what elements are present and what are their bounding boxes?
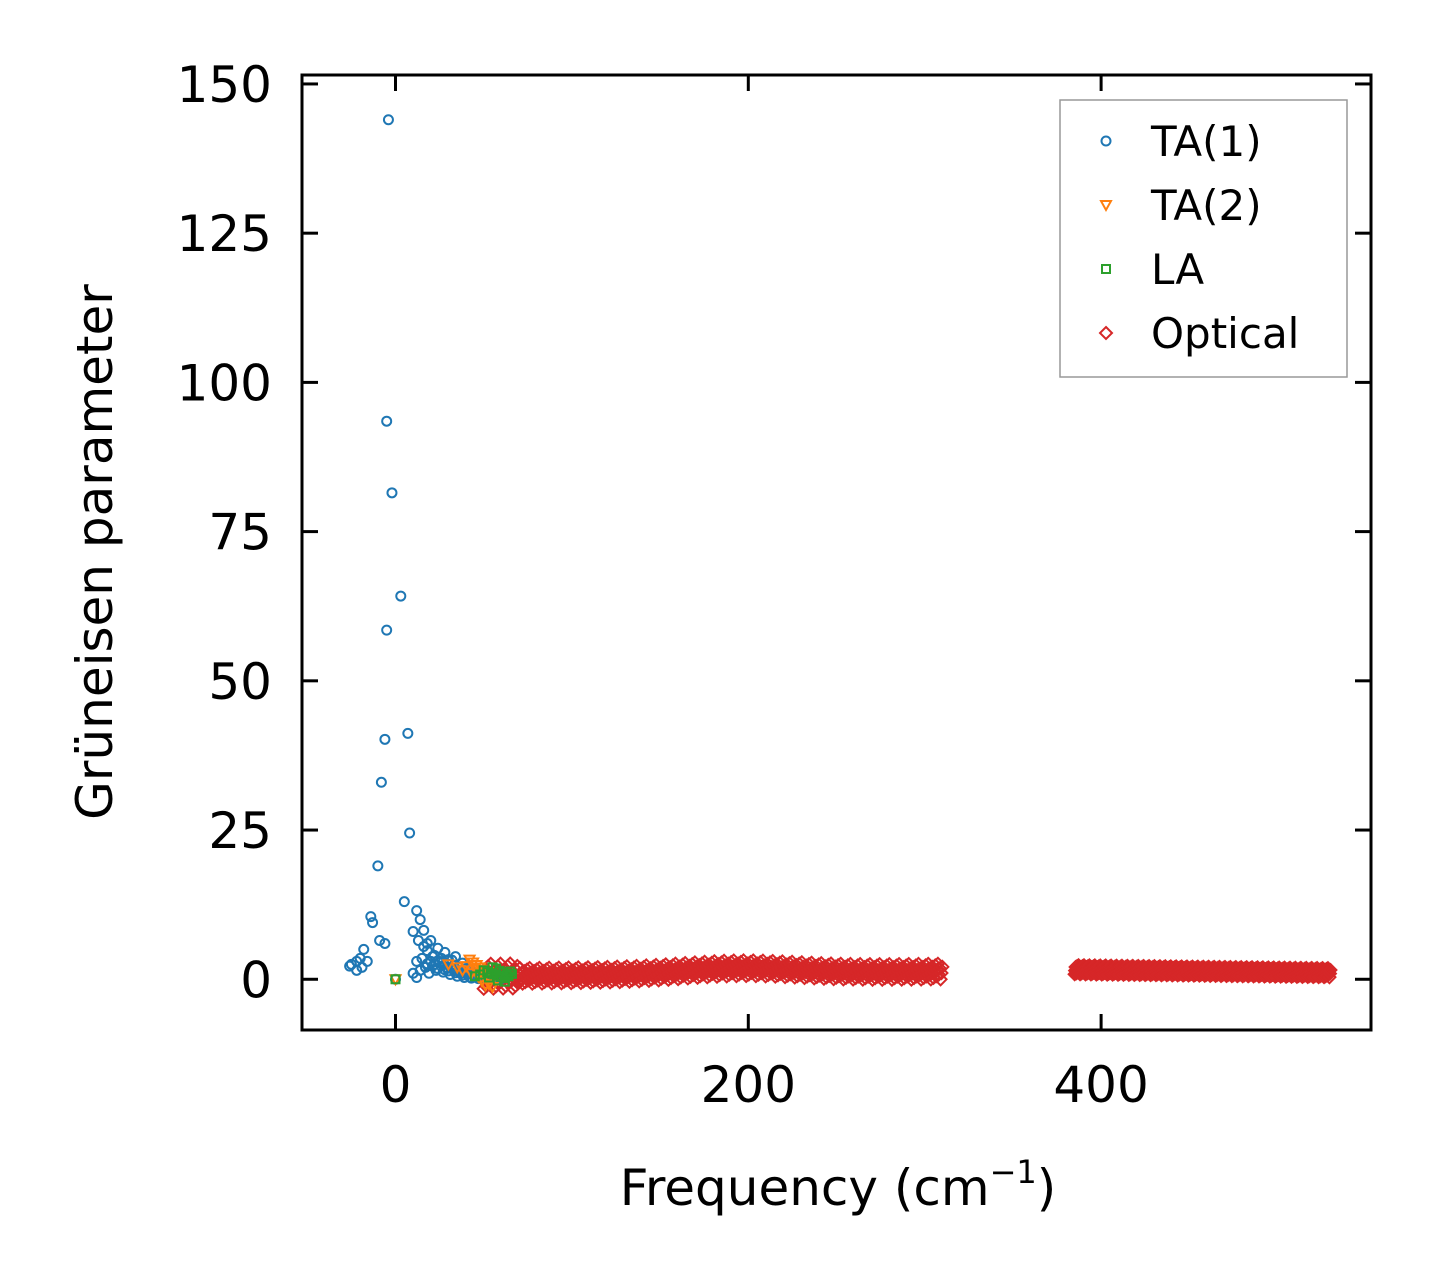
optical-band	[1067, 957, 1338, 985]
legend-entry: TA(2)	[1099, 181, 1262, 230]
data-point	[367, 917, 379, 929]
data-point	[379, 733, 391, 745]
data-point	[344, 960, 356, 972]
legend-label: Optical	[1151, 309, 1299, 358]
data-point	[395, 590, 407, 602]
y-tick-label: 75	[208, 504, 272, 562]
data-point	[469, 971, 480, 982]
y-tick-label: 0	[240, 951, 272, 1009]
legend-marker	[1099, 200, 1113, 213]
data-point	[418, 924, 430, 936]
legend-marker	[1100, 135, 1112, 147]
legend-marker	[1098, 325, 1114, 341]
axis-ticks	[302, 75, 1371, 1030]
data-points-layer	[344, 114, 1338, 997]
data-point	[390, 974, 401, 985]
data-point	[421, 958, 433, 970]
data-point	[365, 911, 377, 923]
data-point	[414, 914, 426, 926]
data-point	[441, 959, 456, 972]
x-axis-title: Frequency (cm−1)	[620, 1153, 1057, 1217]
x-tick-label: 0	[380, 1056, 412, 1114]
y-tick-label: 100	[177, 354, 272, 412]
data-point	[381, 415, 393, 427]
legend-label: TA(1)	[1150, 117, 1262, 166]
legend-label: TA(2)	[1150, 181, 1262, 230]
data-point	[382, 114, 394, 126]
data-point	[505, 966, 516, 977]
data-point	[374, 934, 386, 946]
data-point	[482, 979, 496, 992]
data-point	[450, 962, 464, 975]
data-point	[437, 956, 449, 968]
series-la	[390, 962, 517, 987]
data-point	[358, 943, 370, 955]
axis-tick-labels: 0 200 400 0 25 50 75 100 125 150	[177, 56, 1149, 1114]
data-point	[411, 955, 423, 967]
data-point	[375, 776, 387, 788]
data-point	[425, 934, 437, 946]
plot-frame	[300, 73, 1373, 1032]
series-ta-2-	[388, 954, 501, 995]
data-point	[379, 937, 391, 949]
data-point	[432, 955, 444, 967]
y-axis-title: Grüneisen parameter	[66, 284, 124, 820]
data-point	[361, 955, 373, 967]
data-point	[398, 896, 410, 908]
optical-point	[934, 959, 950, 975]
legend: TA(1) TA(2) LA Optical	[1059, 99, 1348, 378]
data-point	[411, 971, 423, 983]
data-point	[402, 727, 414, 739]
y-tick-label: 25	[208, 802, 272, 860]
legend-marker	[1101, 264, 1111, 274]
data-point	[485, 982, 500, 995]
legend-entry: TA(1)	[1100, 117, 1262, 166]
y-tick-label: 125	[177, 205, 272, 263]
data-point	[372, 860, 384, 872]
legend-entry: Optical	[1098, 309, 1299, 358]
data-point	[381, 624, 393, 636]
optical-band	[476, 953, 950, 997]
y-tick-label: 50	[208, 653, 272, 711]
data-point	[404, 827, 416, 839]
legend-entry: LA	[1101, 245, 1204, 294]
data-point	[386, 487, 398, 499]
legend-label: LA	[1151, 245, 1204, 294]
x-tick-label: 400	[1053, 1056, 1148, 1114]
y-tick-label: 150	[177, 56, 272, 114]
data-point	[407, 926, 419, 938]
data-point	[499, 976, 510, 987]
optical-point	[1323, 962, 1338, 978]
data-point	[455, 965, 470, 978]
data-point	[411, 905, 423, 917]
x-tick-label: 200	[701, 1056, 796, 1114]
